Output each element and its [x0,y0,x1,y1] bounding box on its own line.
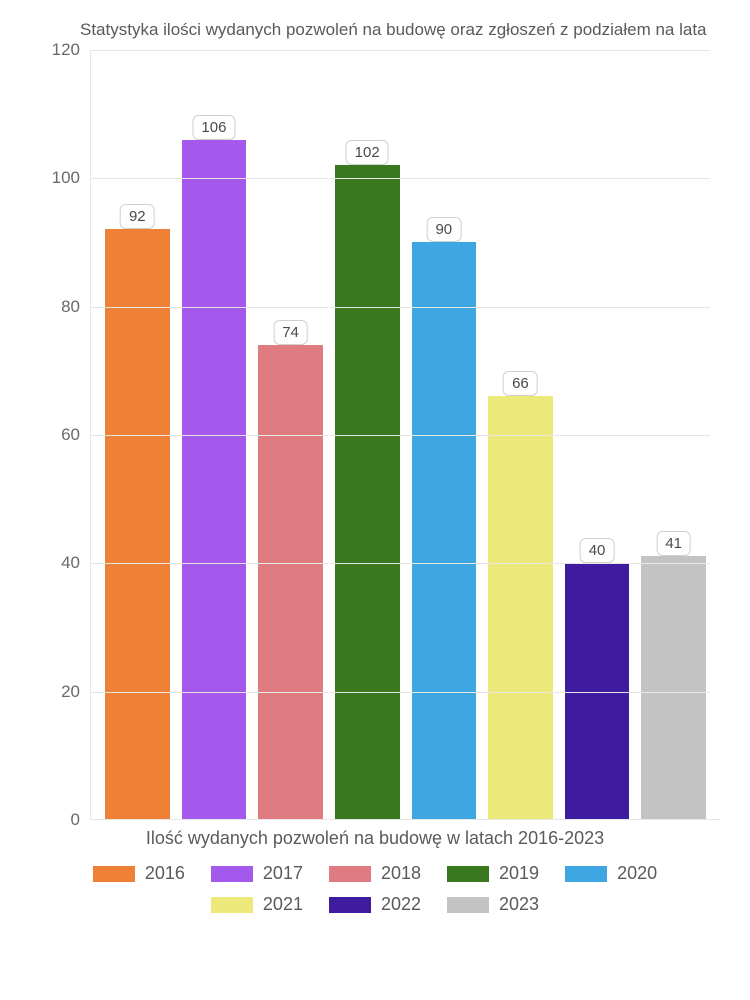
gridline [90,50,710,51]
legend-label: 2021 [263,894,303,915]
legend-swatch [211,897,253,913]
gridline [90,307,710,308]
legend-item-2017: 2017 [211,863,303,884]
y-tick-label: 120 [52,40,80,60]
legend-swatch [329,897,371,913]
y-tick-label: 20 [61,682,80,702]
legend-swatch [211,866,253,882]
legend-item-2021: 2021 [211,894,303,915]
legend: 2016 2017 2018 2019 2020 2021 2022 2023 [30,863,720,915]
legend-item-2018: 2018 [329,863,421,884]
legend-item-2022: 2022 [329,894,421,915]
y-tick-label: 40 [61,553,80,573]
bar-value-label: 90 [426,217,461,242]
legend-swatch [565,866,607,882]
bar-value-label: 74 [273,320,308,345]
bar-value-label: 40 [580,538,615,563]
gridline [90,435,710,436]
bar-2023: 41 [641,556,706,819]
y-tick-label: 60 [61,425,80,445]
bar-2020: 90 [412,242,477,819]
legend-swatch [329,866,371,882]
legend-label: 2019 [499,863,539,884]
bar-2016: 92 [105,229,170,819]
legend-item-2023: 2023 [447,894,539,915]
chart-area: 020406080100120 921067410290664041 [30,50,720,820]
legend-item-2020: 2020 [565,863,657,884]
legend-swatch [447,897,489,913]
bar-value-label: 92 [120,204,155,229]
legend-label: 2020 [617,863,657,884]
x-axis-label: Ilość wydanych pozwoleń na budowę w lata… [30,828,720,849]
legend-label: 2016 [145,863,185,884]
y-tick-label: 80 [61,297,80,317]
bar-value-label: 106 [192,115,235,140]
bar-2021: 66 [488,396,553,819]
bar-value-label: 66 [503,371,538,396]
chart-title: Statystyka ilości wydanych pozwoleń na b… [30,20,720,40]
bar-2019: 102 [335,165,400,819]
legend-label: 2023 [499,894,539,915]
legend-item-2019: 2019 [447,863,539,884]
gridline [90,563,710,564]
legend-label: 2017 [263,863,303,884]
legend-swatch [447,866,489,882]
gridline [90,692,710,693]
legend-swatch [93,866,135,882]
legend-label: 2018 [381,863,421,884]
legend-label: 2022 [381,894,421,915]
y-axis: 020406080100120 [30,50,90,820]
bar-value-label: 41 [656,531,691,556]
bar-value-label: 102 [346,140,389,165]
gridline [90,178,710,179]
y-tick-label: 0 [71,810,80,830]
bar-2018: 74 [258,345,323,819]
bar-2017: 106 [182,140,247,819]
y-tick-label: 100 [52,168,80,188]
legend-item-2016: 2016 [93,863,185,884]
